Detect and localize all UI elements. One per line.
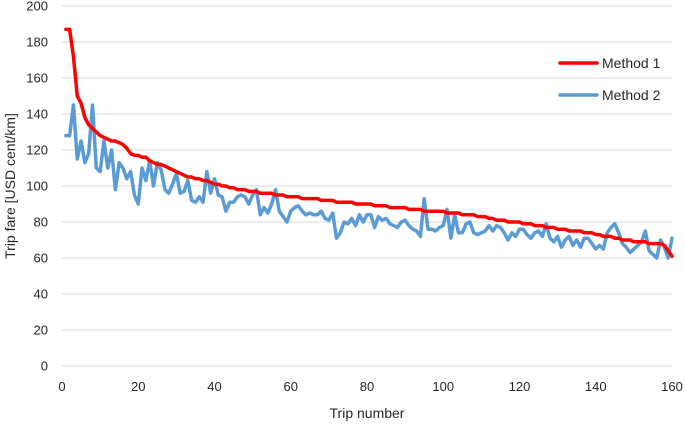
series-layer xyxy=(64,27,674,260)
y-tick-label: 40 xyxy=(34,287,48,302)
y-tick-label: 140 xyxy=(26,107,48,122)
legend: Method 1 Method 2 xyxy=(558,55,661,103)
y-tick-label: 60 xyxy=(34,251,48,266)
y-tick-label: 180 xyxy=(26,35,48,50)
x-tick-label: 160 xyxy=(661,379,683,394)
x-tick-label: 20 xyxy=(131,379,145,394)
legend-label: Method 2 xyxy=(602,87,661,103)
series-line-method-1 xyxy=(64,27,674,258)
x-tick-label: 40 xyxy=(207,379,221,394)
x-tick-label: 80 xyxy=(360,379,374,394)
x-tick-label: 0 xyxy=(58,379,65,394)
x-axis-title: Trip number xyxy=(330,405,405,421)
x-tick-label: 140 xyxy=(585,379,607,394)
x-tick-label: 100 xyxy=(432,379,454,394)
y-tick-label: 160 xyxy=(26,71,48,86)
gridlines xyxy=(62,5,672,331)
y-tick-label: 100 xyxy=(26,179,48,194)
y-tick-label: 200 xyxy=(26,0,48,14)
x-tick-label: 120 xyxy=(509,379,531,394)
y-tick-label: 80 xyxy=(34,215,48,230)
y-tick-label: 0 xyxy=(41,359,48,374)
x-tick-label: 60 xyxy=(284,379,298,394)
y-axis-tick-labels: 0 20 40 60 80 100 120 140 160 180 200 xyxy=(26,0,48,374)
legend-label: Method 1 xyxy=(602,55,661,71)
y-tick-label: 20 xyxy=(34,323,48,338)
series-line-method-2 xyxy=(64,103,674,260)
x-axis-tick-labels: 0 20 40 60 80 100 120 140 160 xyxy=(58,379,682,394)
y-axis-title: Trip fare [USD cent/km] xyxy=(2,113,18,259)
y-tick-label: 120 xyxy=(26,143,48,158)
